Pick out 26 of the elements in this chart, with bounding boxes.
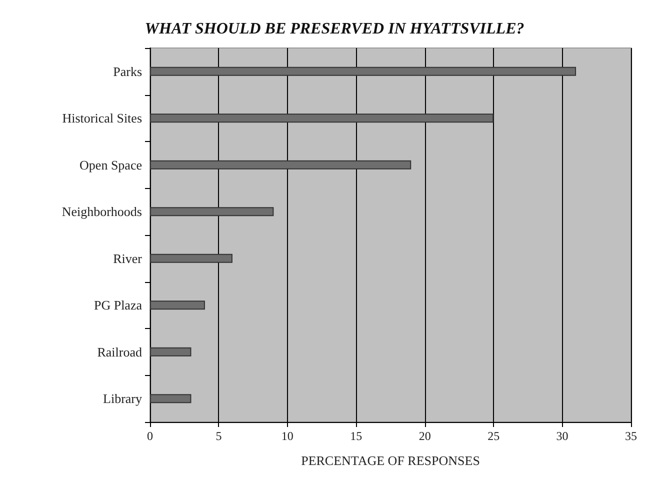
- y-tick-label: Historical Sites: [62, 110, 142, 126]
- bar: [150, 394, 192, 404]
- bar: [150, 347, 192, 356]
- x-tick-label: 20: [418, 429, 431, 443]
- bar: [150, 207, 274, 216]
- bar: [150, 114, 494, 123]
- bar: [150, 66, 576, 76]
- x-tick-label: 0: [147, 429, 153, 443]
- y-tick-label: Railroad: [97, 344, 142, 360]
- x-tick-label: 10: [281, 429, 294, 443]
- y-tick-label: Library: [103, 391, 142, 406]
- x-tick-label: 35: [625, 429, 637, 443]
- x-tick-label: 25: [488, 429, 500, 443]
- x-tick-label: 30: [556, 429, 568, 443]
- y-tick-label: Open Space: [80, 157, 142, 172]
- x-axis-title: PERCENTAGE OF RESPONSES: [301, 453, 480, 468]
- chart-title: WHAT SHOULD BE PRESERVED IN HYATTSVILLE?: [144, 20, 524, 38]
- x-tick-label: 5: [216, 429, 222, 443]
- bar: [150, 254, 232, 263]
- y-tick-label: PG Plaza: [94, 298, 142, 313]
- y-tick-label: Parks: [113, 64, 142, 79]
- y-tick-label: Neighborhoods: [62, 204, 142, 220]
- bar: [150, 300, 205, 310]
- bar: [150, 160, 412, 170]
- y-tick-label: River: [113, 250, 143, 266]
- x-tick-label: 15: [350, 429, 362, 443]
